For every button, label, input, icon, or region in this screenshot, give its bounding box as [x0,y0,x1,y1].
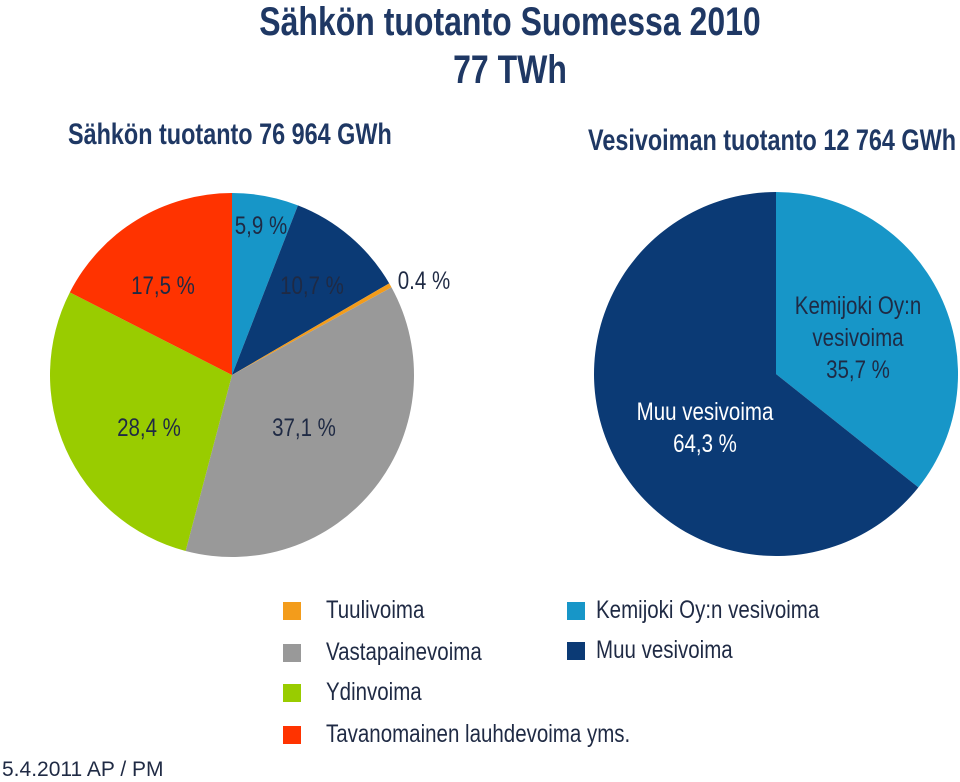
pie0-slice-kemijoki [232,192,298,375]
legend-swatch-lauhdevoima [283,726,301,744]
legend-swatch-ydinvoima [283,684,301,702]
legend-swatch-vastapainevoima [283,644,301,662]
legend-swatch-muu-vesivoima [567,642,585,660]
legend-label-tuulivoima: Tuulivoima [326,596,425,624]
legend-swatch-kemijoki [567,602,585,620]
pie1-label-muu-line1: Muu vesivoima [637,397,774,425]
pie0-label-tuuli: 0.4 % [398,266,450,294]
pie1-label-kemijoki-line3: 35,7 % [826,355,890,383]
pie0-label-ydin: 28,4 % [117,413,181,441]
pie0-slice-lauhde [69,193,232,375]
pie0-label-lauhde: 17,5 % [131,271,195,299]
left-pie-title: Sähkön tuotanto 76 964 GWh [68,118,392,151]
pie1-label-kemijoki-line2: vesivoima [812,323,903,351]
pie1-label-muu-line2: 64,3 % [673,429,737,457]
legend-swatch-tuulivoima [283,602,301,620]
legend-label-ydinvoima: Ydinvoima [326,678,422,706]
pie1-slice-muu [594,192,919,556]
chart-title: Sähkön tuotanto Suomessa 2010 [259,0,761,44]
pie0-slice-tuuli [232,283,392,375]
right-pie-title: Vesivoiman tuotanto 12 764 GWh [588,124,957,157]
legend-label-kemijoki: Kemijoki Oy:n vesivoima [596,596,820,624]
pie0-label-kemijoki: 5,9 % [235,211,287,239]
pie0-slice-vastapaine [185,287,415,557]
legend-label-lauhdevoima: Tavanomainen lauhdevoima yms. [326,720,631,748]
pie0-slice-ydin [50,292,233,551]
legend-label-vastapainevoima: Vastapainevoima [326,638,482,666]
footer-date: 5.4.2011 AP / PM [2,758,164,781]
pie0-label-muu: 10,7 % [280,271,344,299]
legend-label-muu-vesivoima: Muu vesivoima [596,636,733,664]
pie0-label-vastapaine: 37,1 % [272,413,336,441]
pie1-slice-kemijoki [776,192,959,488]
chart-title-total: 77 TWh [453,48,567,92]
pie0-slice-muu [232,205,390,375]
pie1-label-kemijoki-line1: Kemijoki Oy:n [795,291,921,319]
